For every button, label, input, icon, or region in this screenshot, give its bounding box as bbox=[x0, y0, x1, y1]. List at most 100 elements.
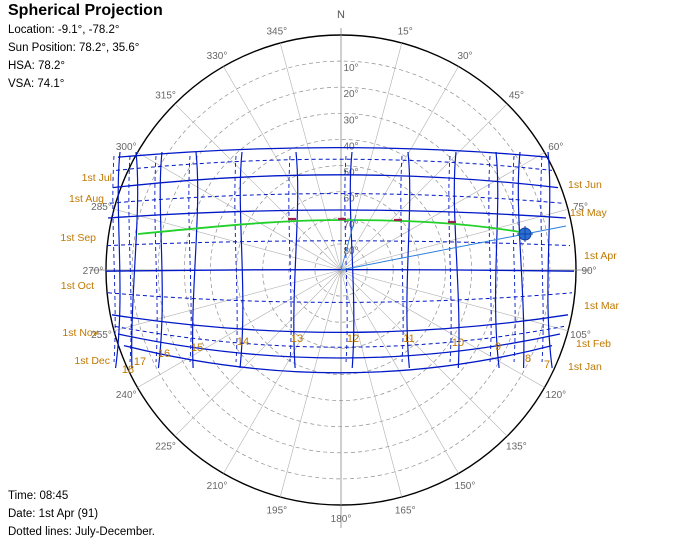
month-label: 1st Jan bbox=[568, 361, 602, 373]
month-label: 1st Feb bbox=[576, 338, 611, 350]
hour-line bbox=[406, 151, 411, 369]
hour-line-dotted bbox=[344, 155, 348, 363]
month-label: 1st May bbox=[570, 207, 608, 219]
azimuth-line bbox=[340, 66, 459, 271]
altitude-label: 10° bbox=[343, 63, 358, 74]
vsa-line bbox=[340, 214, 357, 271]
vsa-readout: VSA: 74.1° bbox=[8, 78, 65, 90]
azimuth-label: 165° bbox=[395, 506, 416, 517]
month-label: 1st Apr bbox=[584, 250, 617, 262]
month-label: 1st Aug bbox=[69, 193, 104, 205]
hour-label: 15 bbox=[191, 342, 203, 354]
hour-line-dotted bbox=[188, 155, 192, 363]
azimuth-label: 105° bbox=[570, 330, 591, 341]
month-label: 1st Dec bbox=[74, 355, 110, 367]
altitude-label: 40° bbox=[343, 141, 358, 152]
date-readout: Date: 1st Apr (91) bbox=[8, 508, 99, 520]
hour-line-dotted bbox=[288, 155, 292, 363]
azimuth-line bbox=[279, 269, 342, 498]
azimuth-line bbox=[340, 269, 459, 474]
sun-position-readout: Sun Position: 78.2°, 35.6° bbox=[8, 42, 140, 54]
time-readout: Time: 08:45 bbox=[8, 490, 69, 502]
azimuth-line bbox=[340, 208, 569, 271]
azimuth-label: 15° bbox=[398, 27, 413, 38]
sunpath-month-line bbox=[117, 333, 561, 359]
hour-line bbox=[191, 151, 199, 369]
hour-line bbox=[453, 151, 460, 369]
sun-vector-extension bbox=[524, 225, 567, 235]
hour-line-dotted bbox=[512, 155, 516, 363]
hour-label: 16 bbox=[158, 348, 170, 360]
altitude-label: 80° bbox=[343, 246, 358, 257]
dotted-lines-note: Dotted lines: July-December. bbox=[8, 526, 156, 538]
hour-line-dotted bbox=[234, 155, 238, 363]
hour-label: 7 bbox=[544, 359, 550, 371]
azimuth-line bbox=[113, 208, 342, 271]
azimuth-label: 225° bbox=[155, 441, 176, 452]
azimuth-label: 255° bbox=[91, 330, 112, 341]
hour-line bbox=[494, 151, 500, 369]
azimuth-line bbox=[223, 269, 342, 474]
location-readout: Location: -9.1°, -78.2° bbox=[8, 24, 120, 36]
hour-line-dotted bbox=[112, 155, 116, 363]
month-label: 1st Sep bbox=[60, 232, 96, 244]
azimuth-label: 135° bbox=[506, 441, 527, 452]
hour-line bbox=[114, 151, 121, 369]
azimuth-label: 90° bbox=[581, 266, 596, 277]
hour-label: 14 bbox=[237, 336, 249, 348]
sunpath-month-line-dotted bbox=[109, 193, 563, 204]
sunpath-month-line bbox=[105, 268, 575, 272]
month-label: 1st Mar bbox=[584, 300, 620, 312]
hour-label: 9 bbox=[495, 341, 501, 353]
azimuth-label: 180° bbox=[331, 514, 352, 525]
azimuth-label: 30° bbox=[457, 51, 472, 62]
altitude-ring bbox=[131, 60, 551, 480]
azimuth-label: 285° bbox=[91, 202, 112, 213]
month-label: 1st Jul bbox=[82, 172, 112, 184]
hour-line bbox=[157, 151, 163, 369]
hour-label: 11 bbox=[403, 333, 414, 345]
azimuth-line bbox=[340, 103, 508, 271]
sunpath-month-line-dotted bbox=[115, 158, 553, 171]
azimuth-label: 75° bbox=[573, 202, 588, 213]
sunpath-month-line-dotted bbox=[107, 292, 573, 303]
hour-line-dotted bbox=[128, 155, 132, 363]
azimuth-label: 315° bbox=[155, 91, 176, 102]
sunpath-month-line bbox=[123, 344, 553, 374]
azimuth-line bbox=[174, 269, 342, 437]
azimuth-label: 345° bbox=[266, 27, 287, 38]
hour-line bbox=[239, 151, 244, 369]
hour-line bbox=[349, 151, 355, 369]
sunpath-month-line bbox=[107, 209, 567, 219]
sun-vector-line bbox=[340, 233, 526, 271]
hour-line-dotted bbox=[400, 155, 404, 363]
azimuth-label: 150° bbox=[455, 481, 476, 492]
azimuth-label: 240° bbox=[116, 390, 137, 401]
hour-label: 13 bbox=[291, 333, 303, 345]
azimuth-label: 45° bbox=[509, 91, 524, 102]
azimuth-line bbox=[340, 269, 403, 498]
hour-line bbox=[547, 151, 553, 369]
hour-line bbox=[293, 151, 299, 369]
azimuth-label: 195° bbox=[266, 506, 287, 517]
hour-line bbox=[131, 151, 139, 369]
hour-label: 17 bbox=[134, 356, 146, 368]
azimuth-label: 60° bbox=[548, 142, 563, 153]
page-title: Spherical Projection bbox=[8, 2, 163, 19]
altitude-label: 20° bbox=[343, 89, 358, 100]
azimuth-line bbox=[340, 269, 508, 437]
hour-label: 10 bbox=[452, 337, 464, 349]
azimuth-label: 270° bbox=[83, 266, 104, 277]
sunpath-month-line bbox=[112, 174, 559, 189]
month-label: 1st Nov bbox=[62, 327, 98, 339]
sunpath-month-line bbox=[117, 146, 549, 158]
hour-label: 8 bbox=[525, 353, 531, 365]
altitude-label: 30° bbox=[343, 115, 358, 126]
hour-line-dotted bbox=[540, 155, 544, 363]
azimuth-line bbox=[279, 42, 342, 271]
sunpath-month-line-dotted bbox=[106, 240, 571, 247]
north-label: N bbox=[337, 9, 345, 21]
month-label: 1st Jun bbox=[568, 179, 602, 191]
hour-label: 18 bbox=[122, 364, 134, 376]
